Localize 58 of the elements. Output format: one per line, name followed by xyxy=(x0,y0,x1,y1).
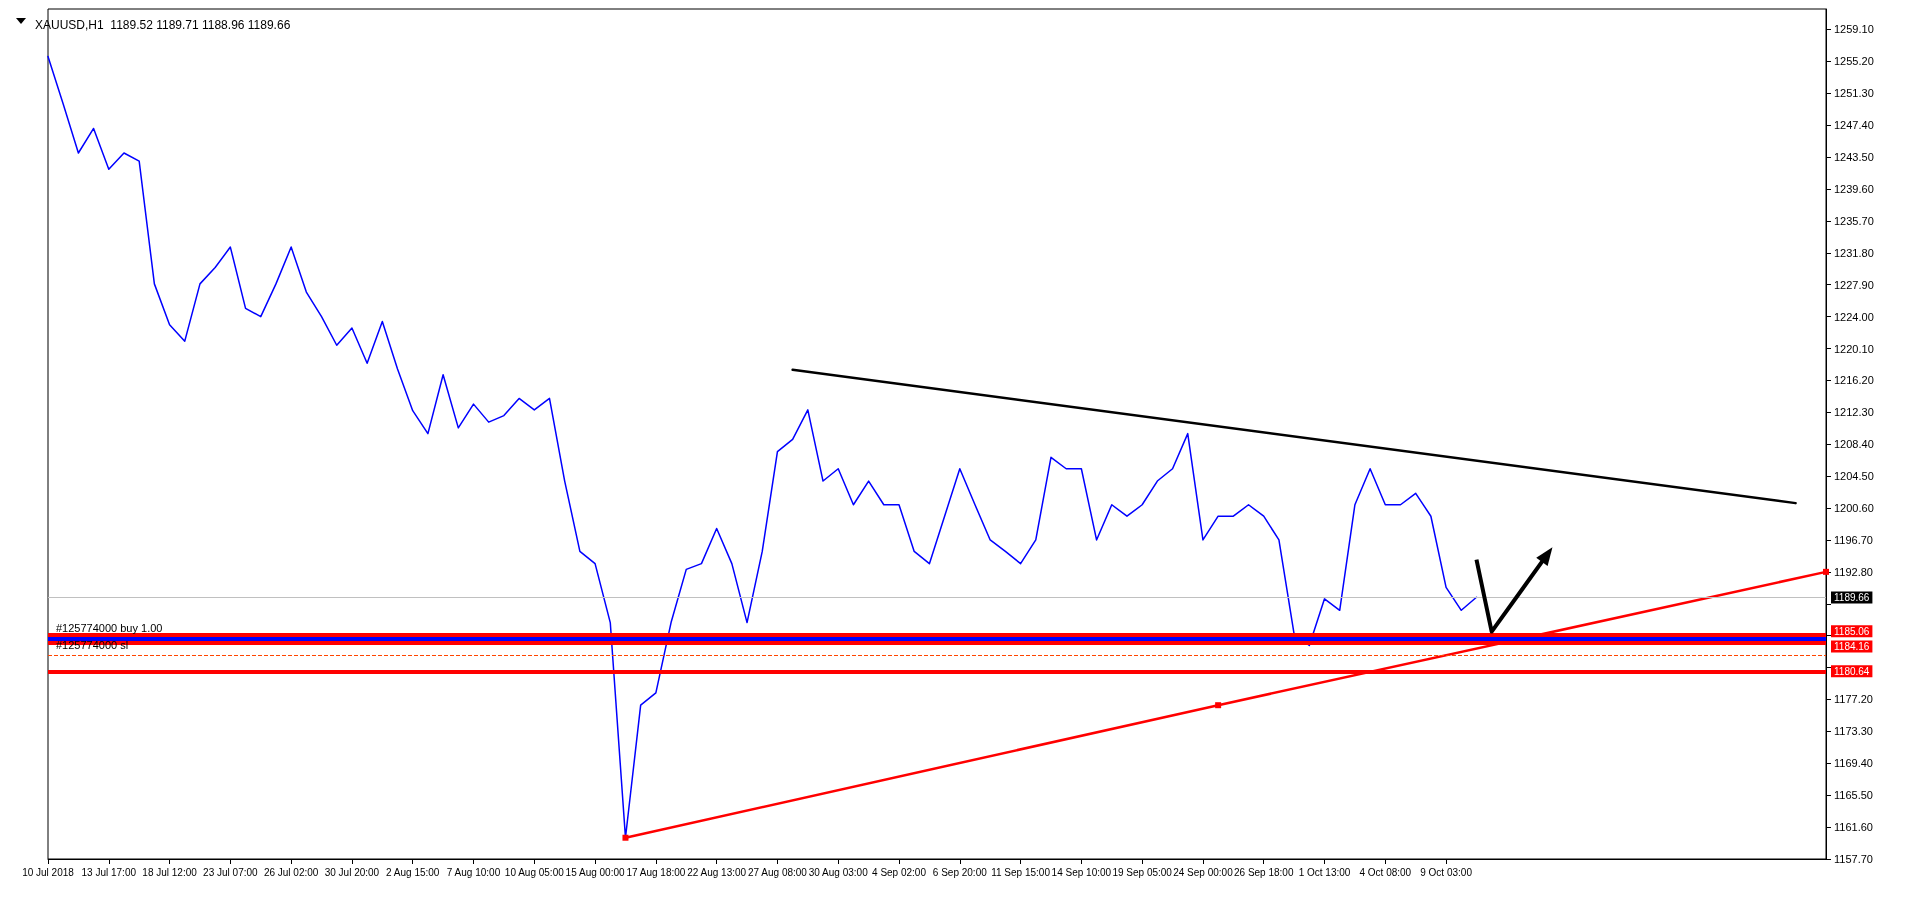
y-tick-label: 1243.50 xyxy=(1834,151,1874,164)
y-tick-label: 1227.90 xyxy=(1834,278,1874,291)
ref-line-label: 1185.06 xyxy=(1834,625,1870,637)
x-tick-label: 4 Sep 02:00 xyxy=(872,866,927,878)
x-tick-label: 22 Aug 13:00 xyxy=(687,866,747,878)
y-tick-label: 1161.60 xyxy=(1834,821,1873,834)
y-tick-label: 1247.40 xyxy=(1834,119,1874,132)
x-tick-label: 24 Sep 00:00 xyxy=(1173,866,1234,878)
x-tick-label: 1 Oct 13:00 xyxy=(1298,866,1351,878)
text: XAUUSD,H1 1189.52 1189.71 1188.96 1189.66 xyxy=(35,18,291,32)
x-tick-label: 14 Sep 10:00 xyxy=(1051,866,1112,878)
x-tick-label: 17 Aug 18:00 xyxy=(626,866,686,878)
y-tick-label: 1196.70 xyxy=(1834,533,1873,546)
x-tick-label: 6 Sep 20:00 xyxy=(932,866,988,878)
x-tick-label: 27 Aug 08:00 xyxy=(747,866,808,878)
x-tick-label: 13 Jul 17:00 xyxy=(81,866,137,878)
y-tick-label: 1235.70 xyxy=(1834,214,1874,227)
ref-line-label: #125774000 sl xyxy=(56,638,129,651)
y-tick-label: 1157.70 xyxy=(1834,853,1873,865)
x-tick-label: 23 Jul 07:00 xyxy=(203,866,259,878)
y-tick-label: 1208.40 xyxy=(1834,438,1874,451)
y-tick-label: 1192.80 xyxy=(1834,565,1873,578)
ref-line-label: #125774000 buy 1.00 xyxy=(56,622,163,635)
point xyxy=(622,834,629,841)
ref-line-label: 1184.16 xyxy=(1834,641,1870,653)
x-tick-label: 4 Oct 08:00 xyxy=(1359,866,1412,878)
y-tick-label: 1200.60 xyxy=(1834,502,1874,515)
y-tick-label: 1204.50 xyxy=(1834,470,1874,483)
x-tick-label: 15 Aug 00:00 xyxy=(565,866,625,878)
y-tick-label: 1169.40 xyxy=(1834,757,1873,770)
x-tick-label: 2 Aug 15:00 xyxy=(386,866,440,878)
y-tick-label: 1231.80 xyxy=(1834,246,1874,259)
x-tick-label: 26 Sep 18:00 xyxy=(1233,866,1294,878)
y-tick-label: 1165.50 xyxy=(1834,789,1873,802)
y-tick-label: 1224.00 xyxy=(1834,310,1874,323)
y-tick-label: 1239.60 xyxy=(1834,182,1874,195)
x-tick-label: 11 Sep 15:00 xyxy=(991,866,1051,878)
y-tick-label: 1251.30 xyxy=(1834,87,1874,100)
x-tick-label: 30 Jul 20:00 xyxy=(324,866,380,878)
y-tick-label: 1216.20 xyxy=(1834,374,1874,387)
point xyxy=(1823,568,1829,575)
y-tick-label: 1177.20 xyxy=(1834,693,1873,706)
x-tick-label: 7 Aug 10:00 xyxy=(446,866,501,878)
y-tick-label: 1259.10 xyxy=(1834,23,1874,36)
y-tick-label: 1255.20 xyxy=(1834,55,1874,68)
x-tick-label: 19 Sep 05:00 xyxy=(1112,866,1173,878)
ref-line-label: 1180.64 xyxy=(1834,665,1870,677)
x-tick-label: 18 Jul 12:00 xyxy=(142,866,198,878)
ref-line-label: 1189.66 xyxy=(1834,592,1870,604)
x-tick-label: 9 Oct 03:00 xyxy=(1420,866,1473,878)
y-tick-label: 1212.30 xyxy=(1834,406,1874,419)
x-tick-label: 26 Jul 02:00 xyxy=(263,866,319,878)
point xyxy=(1215,702,1222,709)
x-tick-label: 10 Aug 05:00 xyxy=(504,866,565,878)
x-tick-label: 30 Aug 03:00 xyxy=(808,866,869,878)
y-tick-label: 1173.30 xyxy=(1834,725,1873,738)
x-tick-label: 10 Jul 2018 xyxy=(22,866,75,878)
y-tick-label: 1220.10 xyxy=(1834,342,1874,355)
